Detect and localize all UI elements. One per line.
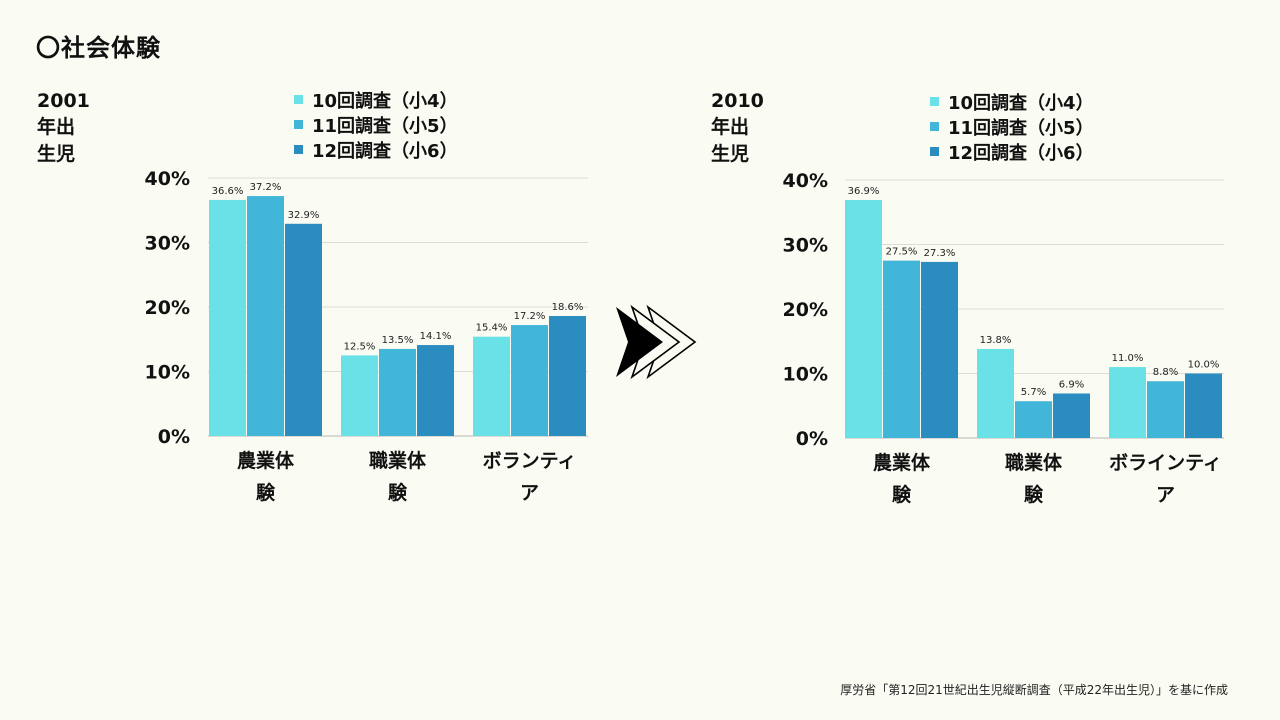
- legend-label: 11回調査（小5）: [948, 117, 1094, 139]
- legend-item: 12回調査（小6）: [294, 137, 458, 162]
- x-tick-label: ア: [1156, 484, 1175, 506]
- data-label: 36.6%: [212, 186, 244, 197]
- data-label: 11.0%: [1112, 353, 1144, 364]
- legend-label: 10回調査（小4）: [312, 90, 458, 112]
- legend-item: 10回調査（小4）: [930, 89, 1094, 114]
- data-label: 8.8%: [1153, 367, 1178, 378]
- x-tick-label: ボラインティ: [1109, 452, 1222, 474]
- legend-swatch: [930, 97, 939, 106]
- legend-label: 12回調査（小6）: [312, 140, 458, 162]
- y-tick-label: 30%: [783, 235, 828, 257]
- chart-title: 2001年出生児: [37, 90, 90, 165]
- data-label: 32.9%: [288, 210, 320, 221]
- data-label: 13.8%: [980, 335, 1012, 346]
- x-tick-label: ア: [520, 482, 539, 504]
- bar: [1109, 367, 1146, 438]
- legend-swatch: [294, 145, 303, 154]
- y-tick-label: 0%: [158, 426, 190, 448]
- data-label: 10.0%: [1188, 360, 1220, 371]
- bar: [1015, 401, 1052, 438]
- bar: [845, 199, 882, 438]
- data-label: 12.5%: [344, 341, 376, 352]
- bar: [247, 196, 284, 436]
- bar: [473, 336, 510, 436]
- bar: [511, 325, 548, 436]
- x-tick-label: 職業体: [1005, 451, 1063, 474]
- bar: [1147, 381, 1184, 438]
- x-tick-label: 農業体: [237, 449, 295, 472]
- source-note: 厚労省「第12回21世紀出生児縦断調査（平成22年出生児）」を基に作成: [840, 683, 1228, 697]
- bar: [285, 223, 322, 436]
- y-tick-label: 0%: [796, 428, 828, 450]
- bar: [341, 355, 378, 436]
- legend-item: 10回調査（小4）: [294, 87, 458, 112]
- data-label: 18.6%: [552, 302, 584, 313]
- data-label: 13.5%: [382, 335, 414, 346]
- legend-label: 11回調査（小5）: [312, 115, 458, 137]
- x-tick-label: 職業体: [369, 449, 427, 472]
- legend-swatch: [294, 95, 303, 104]
- x-tick-label: 験: [256, 481, 276, 504]
- page-title: 〇社会体験: [36, 34, 161, 62]
- x-tick-label: 験: [1024, 483, 1044, 506]
- legend-swatch: [930, 147, 939, 156]
- data-label: 37.2%: [250, 182, 282, 193]
- bar: [549, 316, 586, 436]
- triple-chevron-right-icon: [616, 304, 697, 380]
- data-label: 5.7%: [1021, 387, 1046, 398]
- y-tick-label: 10%: [145, 362, 190, 384]
- data-label: 15.4%: [476, 323, 508, 334]
- x-tick-label: 験: [892, 483, 912, 506]
- legend-label: 10回調査（小4）: [948, 92, 1094, 114]
- x-tick-label: 験: [388, 481, 408, 504]
- legend: 10回調査（小4） 11回調査（小5） 12回調査（小6）: [930, 89, 1094, 164]
- legend-item: 11回調査（小5）: [294, 112, 458, 137]
- bar: [209, 199, 246, 436]
- bar: [1185, 373, 1222, 438]
- x-tick-label: 農業体: [873, 451, 931, 474]
- bar: [921, 261, 958, 438]
- data-label: 27.3%: [924, 248, 956, 259]
- y-tick-label: 20%: [783, 299, 828, 321]
- bar: [977, 348, 1014, 438]
- bar: [883, 260, 920, 438]
- legend-label: 12回調査（小6）: [948, 142, 1094, 164]
- chart-title: 2010年出生児: [711, 90, 764, 165]
- data-label: 14.1%: [420, 331, 452, 342]
- y-tick-label: 40%: [783, 170, 828, 192]
- data-label: 6.9%: [1059, 379, 1084, 390]
- legend-swatch: [294, 120, 303, 129]
- data-label: 36.9%: [848, 186, 880, 197]
- y-tick-label: 30%: [145, 233, 190, 255]
- y-tick-label: 40%: [145, 168, 190, 190]
- legend-swatch: [930, 122, 939, 131]
- legend-item: 12回調査（小6）: [930, 139, 1094, 164]
- y-tick-label: 20%: [145, 297, 190, 319]
- bar: [417, 345, 454, 436]
- y-tick-label: 10%: [783, 364, 828, 386]
- bar: [1053, 393, 1090, 438]
- bar: [379, 348, 416, 436]
- legend-item: 11回調査（小5）: [930, 114, 1094, 139]
- x-tick-label: ボランティ: [483, 450, 577, 472]
- data-label: 27.5%: [886, 247, 918, 258]
- legend: 10回調査（小4） 11回調査（小5） 12回調査（小6）: [294, 87, 458, 162]
- data-label: 17.2%: [514, 311, 546, 322]
